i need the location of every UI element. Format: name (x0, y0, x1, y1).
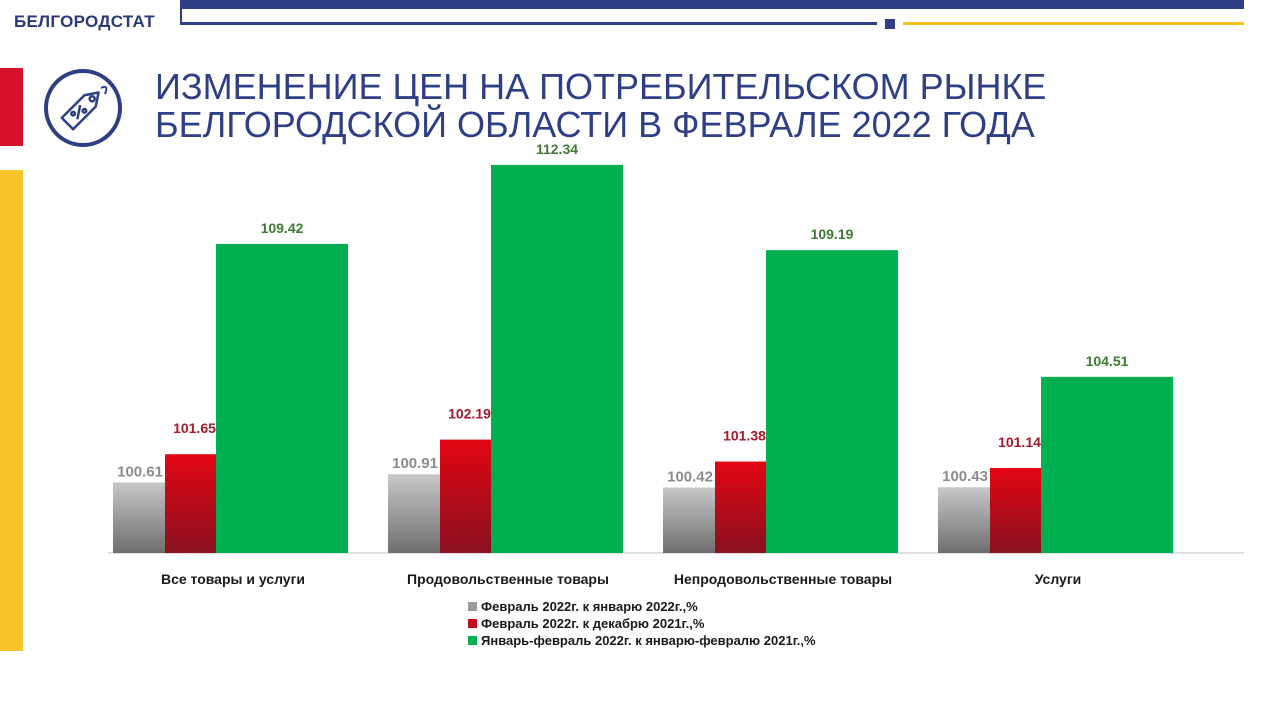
data-label: 109.19 (811, 226, 854, 242)
legend-item: Февраль 2022г. к декабрю 2021г.,% (468, 615, 816, 632)
page-title: ИЗМЕНЕНИЕ ЦЕН НА ПОТРЕБИТЕЛЬСКОМ РЫНКЕ Б… (155, 68, 1265, 144)
bar-gray (938, 487, 990, 553)
data-label: 101.65 (173, 420, 216, 436)
accent-bar-yellow (0, 170, 23, 651)
legend-item: Февраль 2022г. к январю 2022г.,% (468, 598, 816, 615)
bar-green (491, 164, 623, 553)
category-label: Непродовольственные товары (674, 571, 892, 587)
bar-green (766, 250, 898, 553)
legend-label: Февраль 2022г. к декабрю 2021г.,% (481, 616, 705, 631)
price-tag-icon (44, 69, 122, 147)
bar-red (165, 454, 216, 553)
bar-green (216, 243, 348, 554)
bar-green (1041, 376, 1173, 553)
data-label: 100.61 (117, 463, 163, 480)
brand-name: БЕЛГОРОДСТАТ (14, 12, 155, 31)
chart-legend: Февраль 2022г. к январю 2022г.,% Февраль… (468, 598, 816, 649)
data-label: 100.91 (392, 455, 438, 472)
data-label: 100.42 (667, 469, 713, 486)
bar-red (715, 461, 766, 553)
data-label: 102.19 (448, 406, 491, 422)
accent-bar-red (0, 68, 23, 146)
category-label: Продовольственные товары (407, 571, 609, 587)
data-label: 101.14 (998, 434, 1041, 450)
bar-gray (663, 487, 715, 553)
category-label: Услуги (1035, 571, 1082, 587)
legend-swatch-red (468, 619, 477, 628)
bar-red (440, 439, 491, 553)
rule-divider (180, 9, 182, 23)
data-label: 101.38 (723, 428, 766, 444)
header-rule-square (885, 19, 895, 29)
title-line-1: ИЗМЕНЕНИЕ ЦЕН НА ПОТРЕБИТЕЛЬСКОМ РЫНКЕ (155, 66, 1047, 107)
data-label: 112.34 (536, 141, 578, 157)
header-rule-yellow (903, 22, 1244, 25)
legend-label: Январь-февраль 2022г. к январю-февралю 2… (481, 633, 816, 648)
legend-swatch-gray (468, 602, 477, 611)
data-label: 104.51 (1086, 353, 1129, 369)
legend-item: Январь-февраль 2022г. к январю-февралю 2… (468, 632, 816, 649)
legend-label: Февраль 2022г. к январю 2022г.,% (481, 599, 698, 614)
data-label: 100.43 (942, 468, 988, 485)
title-line-2: БЕЛГОРОДСКОЙ ОБЛАСТИ В ФЕВРАЛЕ 2022 ГОДА (155, 104, 1035, 145)
legend-swatch-green (468, 636, 477, 645)
header-rule-blue (180, 22, 877, 25)
bar-red (990, 468, 1041, 553)
bar-gray (388, 474, 440, 553)
category-label: Все товары и услуги (161, 571, 305, 587)
data-label: 109.42 (261, 220, 304, 236)
top-rule (180, 0, 1244, 9)
bar-gray (113, 482, 165, 553)
